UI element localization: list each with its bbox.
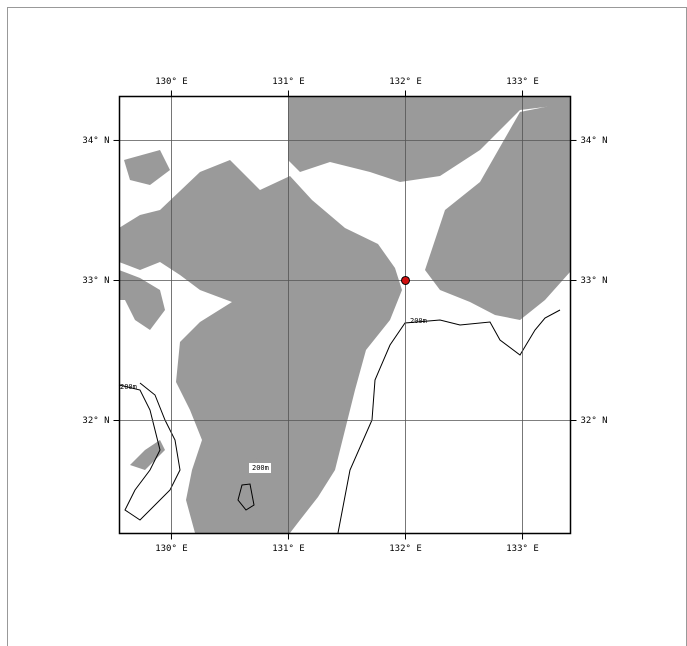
lon-label: 132° E <box>389 544 422 554</box>
south-islands <box>130 440 270 505</box>
contour-line <box>237 483 255 511</box>
lon-label: 131° E <box>272 544 305 554</box>
lon-label: 133° E <box>506 544 539 554</box>
lon-label: 132° E <box>389 77 422 87</box>
land <box>119 96 570 533</box>
contour-label-bg <box>249 463 271 473</box>
kyushu <box>119 160 402 533</box>
depth-contours <box>118 309 561 534</box>
map-frame <box>118 95 572 535</box>
lat-label: 32° N <box>82 416 109 426</box>
lon-label: 133° E <box>506 77 539 87</box>
honshu <box>288 96 570 182</box>
lon-label: 131° E <box>272 77 305 87</box>
north-islands <box>124 150 170 185</box>
contour-label: 200m <box>410 317 427 325</box>
axes: 130° E 130° E 131° E 131° E 132° E 132° E 133°… <box>82 77 607 554</box>
contour-label: 200m <box>120 383 137 391</box>
nw-peninsula <box>119 270 165 330</box>
lat-label: 33° N <box>581 276 608 286</box>
contour-label: 200m <box>252 464 269 472</box>
shikoku <box>425 102 570 320</box>
lon-label: 130° E <box>155 544 188 554</box>
lat-label: 34° N <box>581 136 608 146</box>
station-marker <box>401 275 410 285</box>
contour-line <box>118 382 181 521</box>
lat-label: 34° N <box>82 136 109 146</box>
lon-label: 130° E <box>155 77 188 87</box>
lat-label: 33° N <box>82 276 109 286</box>
contour-line <box>337 309 561 534</box>
lat-label: 32° N <box>581 416 608 426</box>
